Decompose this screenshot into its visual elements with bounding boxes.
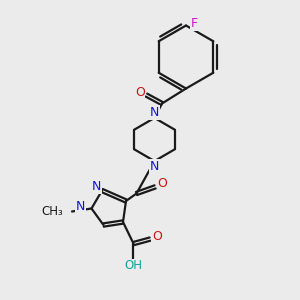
Text: O: O [135,85,145,99]
Text: O: O [152,230,162,243]
Text: N: N [150,106,159,119]
Text: O: O [158,177,167,190]
Text: CH₃: CH₃ [42,205,64,218]
Text: N: N [150,160,159,173]
Text: N: N [76,200,86,214]
Text: F: F [191,17,198,31]
Text: OH: OH [124,259,142,272]
Text: N: N [92,180,101,194]
